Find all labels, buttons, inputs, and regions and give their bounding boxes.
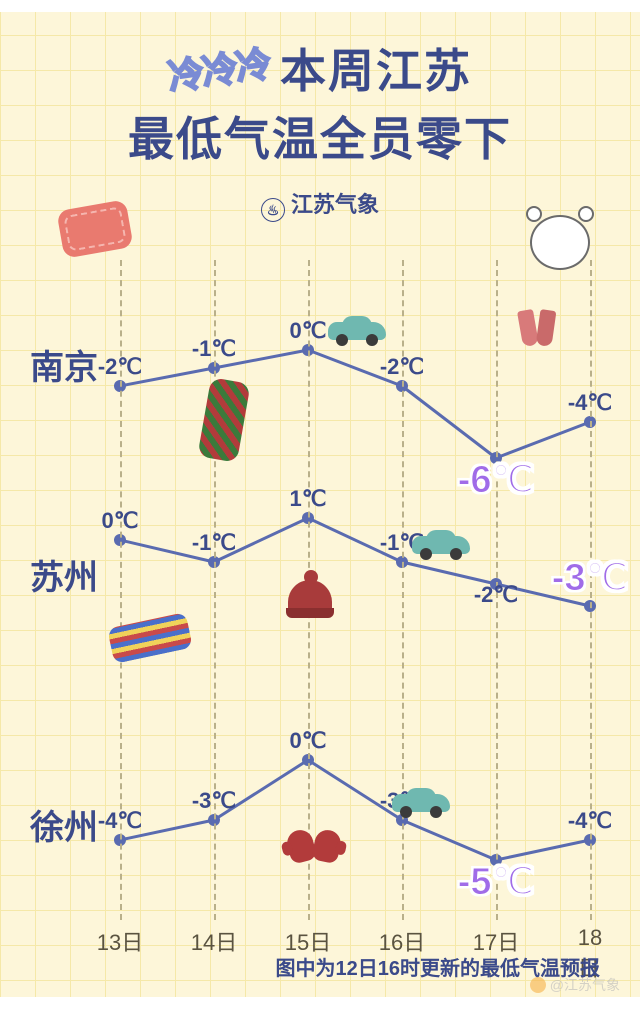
hat-icon — [288, 580, 332, 618]
source-name: 江苏气象 — [291, 192, 379, 217]
series-line — [120, 760, 590, 860]
x-axis-label: 13日 — [97, 925, 143, 957]
mittens-icon — [288, 830, 348, 870]
temp-label: -1℃ — [192, 336, 236, 362]
city-label: 苏州 — [30, 550, 98, 599]
edge-top — [0, 0, 640, 12]
source-badge-icon: ♨ — [261, 198, 285, 222]
temp-label-highlight: -6℃ — [458, 457, 534, 502]
watermark: @江苏气象 — [530, 975, 620, 995]
title-line-1: 冷冷冷本周江苏 — [168, 35, 472, 101]
city-label: 南京 — [30, 340, 98, 389]
chart-area: 13日14日15日16日17日18日南京-2℃-1℃0℃-2℃-6℃-4℃苏州0… — [40, 260, 600, 920]
temp-label: -4℃ — [568, 390, 612, 416]
series-line — [120, 518, 590, 606]
socks-icon — [516, 310, 566, 360]
temp-label: -2℃ — [474, 582, 518, 608]
temp-label: 0℃ — [290, 318, 327, 344]
temp-label: 1℃ — [290, 486, 327, 512]
temp-label-highlight: -5℃ — [458, 859, 534, 904]
watermark-text: @江苏气象 — [550, 977, 620, 993]
temp-label: 0℃ — [290, 728, 327, 754]
temp-label: -4℃ — [568, 808, 612, 834]
temp-label: -3℃ — [192, 788, 236, 814]
scarf-icon — [110, 620, 190, 656]
temp-label: -4℃ — [98, 808, 142, 834]
series-line — [120, 350, 590, 458]
temp-label: -2℃ — [98, 354, 142, 380]
page: 冷冷冷本周江苏 最低气温全员零下 ♨江苏气象 13日14日15日16日17日18… — [0, 0, 640, 1009]
temp-label: 0℃ — [102, 508, 139, 534]
x-axis-label: 14日 — [191, 925, 237, 957]
title-block: 冷冷冷本周江苏 最低气温全员零下 — [0, 0, 640, 169]
edge-bottom — [0, 997, 640, 1009]
temp-label: -1℃ — [192, 530, 236, 556]
title-rest: 本周江苏 — [280, 45, 472, 97]
city-label: 徐州 — [30, 800, 98, 849]
scarf-icon — [204, 380, 244, 460]
title-line-2: 最低气温全员零下 — [0, 103, 640, 169]
temp-label: -2℃ — [380, 354, 424, 380]
cold-tag: 冷冷冷 — [164, 35, 272, 101]
temp-label-highlight: -3℃ — [552, 555, 628, 600]
